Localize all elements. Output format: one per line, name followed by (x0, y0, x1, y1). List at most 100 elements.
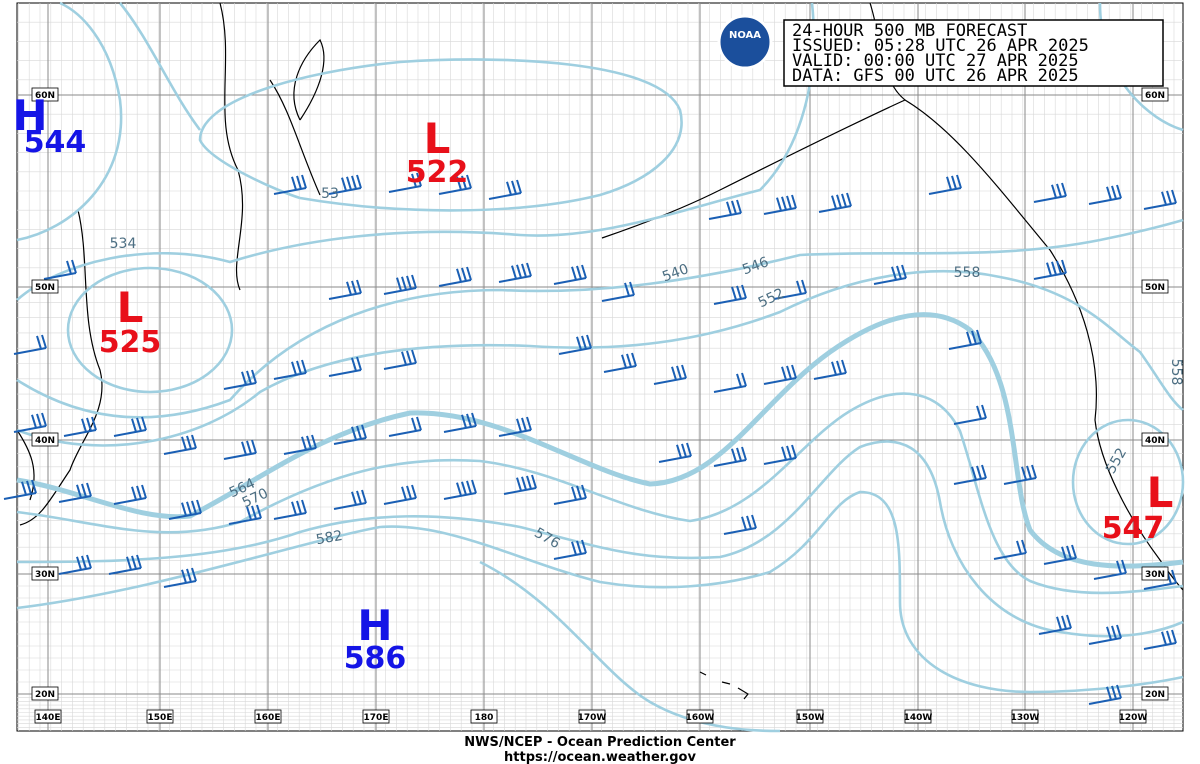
barb-feather (186, 501, 192, 516)
latitude-label: 20N (1145, 690, 1165, 700)
barb-feather (1051, 184, 1057, 199)
barb-feather (736, 199, 742, 214)
latitude-label-box (31, 87, 59, 102)
wind-barb (553, 264, 587, 285)
barb-feather (1046, 262, 1052, 276)
latitude-label-box (1141, 279, 1169, 294)
barb-feather (341, 177, 347, 191)
barb-feather (1066, 614, 1072, 629)
barb-feather (511, 180, 517, 195)
logo-text: NOAA (729, 30, 761, 41)
barb-feather (681, 443, 687, 458)
barb-feather (731, 200, 737, 215)
barb-feather (681, 364, 687, 379)
barb-feather (401, 351, 407, 366)
wind-barb (328, 279, 362, 300)
barb-feather (781, 366, 787, 381)
barb-feather (301, 499, 307, 514)
barb-feather (676, 365, 682, 380)
barb-feather (891, 266, 897, 281)
contour (16, 392, 1184, 595)
contour-label: 582 (315, 528, 344, 548)
barb-feather (181, 569, 187, 584)
system-letter: L (117, 283, 144, 332)
longitude-label-box (470, 709, 498, 724)
wind-barb (713, 284, 747, 305)
barb-feather (401, 486, 407, 501)
wind-barb (1093, 559, 1127, 580)
longitude-label: 160E (256, 713, 281, 723)
barb-feather (406, 485, 412, 500)
barb-feather (966, 331, 972, 346)
barb-feather (896, 265, 902, 280)
wind-barb (328, 174, 362, 195)
longitude-label: 170W (578, 713, 607, 723)
contour (16, 1, 123, 242)
wind-barb (13, 412, 47, 433)
wind-barb (603, 352, 637, 373)
barb-feather (186, 568, 192, 583)
barb-feather (136, 485, 142, 500)
barb-feather (256, 504, 262, 519)
barb-feather (531, 474, 537, 489)
wind-barb (1033, 182, 1067, 203)
system-letter: L (1147, 468, 1174, 517)
barb-feather (251, 505, 257, 520)
barb-feather (186, 435, 192, 450)
barb-feather (181, 502, 187, 516)
barb-feather (86, 554, 92, 569)
longitude-label: 140W (904, 713, 933, 723)
wind-barb (273, 359, 307, 380)
barb-feather (76, 484, 82, 499)
barb-feather (26, 480, 32, 495)
contour (16, 490, 1184, 694)
wind-barb (43, 259, 77, 280)
longitude-label-box (686, 709, 714, 724)
barb-feather (1161, 191, 1167, 206)
header-line: 24-HOUR 500 MB FORECAST (792, 21, 1027, 41)
barb-feather (66, 260, 72, 275)
barb-feather (1171, 629, 1177, 644)
barb-feather (1171, 189, 1177, 204)
barb-feather (1061, 259, 1067, 274)
grid (17, 3, 1183, 731)
wind-barb (658, 442, 692, 463)
barb-feather (181, 436, 187, 451)
coastline (269, 79, 321, 196)
barb-feather (571, 266, 577, 281)
barb-feather (126, 556, 132, 571)
barb-feather (131, 486, 137, 501)
barb-feather (461, 175, 467, 190)
barb-feather (456, 268, 462, 283)
barb-feather (581, 484, 587, 499)
barb-feather (346, 176, 352, 191)
barb-feather (831, 361, 837, 376)
barb-feather (624, 282, 630, 297)
latitude-label-box (31, 686, 59, 701)
wind-barb (333, 424, 367, 445)
barb-feather (1031, 464, 1037, 479)
barb-feather (1061, 182, 1067, 197)
barb-feather (901, 264, 907, 279)
barb-feather (1051, 261, 1057, 276)
longitude-label-box (796, 709, 824, 724)
barb-feather (466, 413, 472, 428)
barb-feather (981, 464, 987, 479)
wind-barb (223, 439, 257, 460)
barb-feather (411, 484, 417, 499)
barb-feather (976, 405, 982, 420)
wind-barb (388, 172, 422, 193)
barb-feather (741, 446, 747, 461)
barb-feather (141, 416, 147, 431)
barb-feather (741, 516, 747, 531)
longitude-label: 150W (796, 713, 825, 723)
contour (66, 266, 234, 394)
barb-feather (346, 281, 352, 296)
coastline (904, 99, 1184, 591)
barb-feather (351, 491, 357, 506)
barb-feather (1056, 183, 1062, 198)
barb-feather (976, 329, 982, 344)
barb-feather (141, 484, 147, 499)
barb-feather (571, 541, 577, 556)
barb-feather (356, 490, 362, 505)
